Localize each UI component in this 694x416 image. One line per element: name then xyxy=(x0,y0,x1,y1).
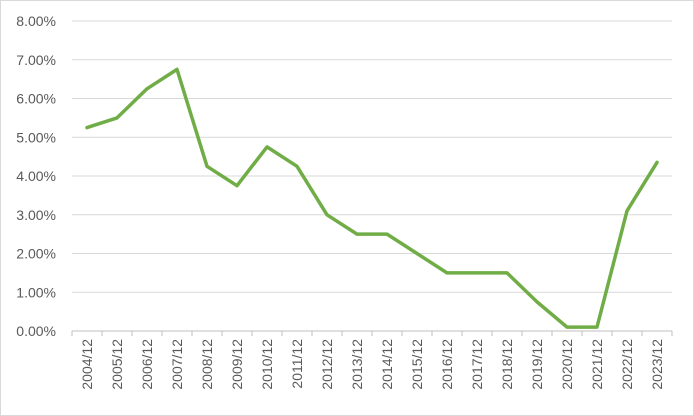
x-tick-label: 2013/12 xyxy=(349,339,365,390)
y-tick-label: 2.00% xyxy=(16,246,56,262)
x-tick-label: 2014/12 xyxy=(379,339,395,390)
x-tick-label: 2010/12 xyxy=(259,339,275,390)
x-tick-label: 2008/12 xyxy=(199,339,215,390)
data-point xyxy=(295,164,299,168)
x-axis-tick-labels: 2004/12 2005/12 2006/12 2007/12 2008/12 2009/… xyxy=(79,339,665,390)
x-tick-label: 2021/12 xyxy=(589,339,605,390)
data-point xyxy=(265,145,269,149)
x-axis xyxy=(71,330,673,336)
x-tick-label: 2020/12 xyxy=(559,339,575,390)
x-tick-label: 2018/12 xyxy=(499,339,515,390)
data-point xyxy=(355,232,359,236)
x-tick-label: 2005/12 xyxy=(109,339,125,390)
data-point xyxy=(235,184,239,188)
data-point xyxy=(535,300,539,304)
y-axis-tick-labels: 0.00% 1.00% 2.00% 3.00% 4.00% 5.00% 6.00% 7.00%… xyxy=(16,13,56,339)
x-tick-label: 2009/12 xyxy=(229,339,245,390)
x-tick-label: 2007/12 xyxy=(169,339,185,390)
data-point xyxy=(595,325,599,329)
y-tick-label: 7.00% xyxy=(16,52,56,68)
series-line xyxy=(85,67,659,329)
data-point xyxy=(415,252,419,255)
data-point xyxy=(205,164,209,168)
data-point xyxy=(175,67,179,71)
x-tick-label: 2006/12 xyxy=(139,339,155,390)
series-group xyxy=(85,67,659,329)
x-tick-label: 2016/12 xyxy=(439,339,455,390)
x-tick-label: 2004/12 xyxy=(79,339,95,390)
data-point xyxy=(145,87,149,91)
y-tick-label: 8.00% xyxy=(16,13,56,29)
y-tick-label: 4.00% xyxy=(16,168,56,184)
x-tick-label: 2015/12 xyxy=(409,339,425,390)
data-point xyxy=(115,116,119,120)
data-point xyxy=(475,271,479,275)
data-point xyxy=(385,232,389,236)
x-tick-label: 2019/12 xyxy=(529,339,545,390)
data-point xyxy=(445,271,449,275)
data-point xyxy=(565,325,569,329)
x-tick-label: 2017/12 xyxy=(469,339,485,390)
x-tick-label: 2023/12 xyxy=(649,339,665,390)
data-point xyxy=(655,160,659,164)
y-tick-label: 1.00% xyxy=(16,284,56,300)
data-point xyxy=(85,126,89,130)
y-tick-label: 5.00% xyxy=(16,129,56,145)
y-tick-label: 3.00% xyxy=(16,207,56,223)
y-tick-label: 0.00% xyxy=(16,323,56,339)
y-tick-label: 6.00% xyxy=(16,91,56,107)
x-tick-label: 2011/12 xyxy=(289,339,305,389)
data-point xyxy=(325,213,329,217)
gridlines xyxy=(72,20,672,293)
data-point xyxy=(625,209,629,213)
data-point xyxy=(505,271,509,275)
x-tick-label: 2022/12 xyxy=(619,339,635,390)
x-tick-label: 2012/12 xyxy=(319,339,335,390)
